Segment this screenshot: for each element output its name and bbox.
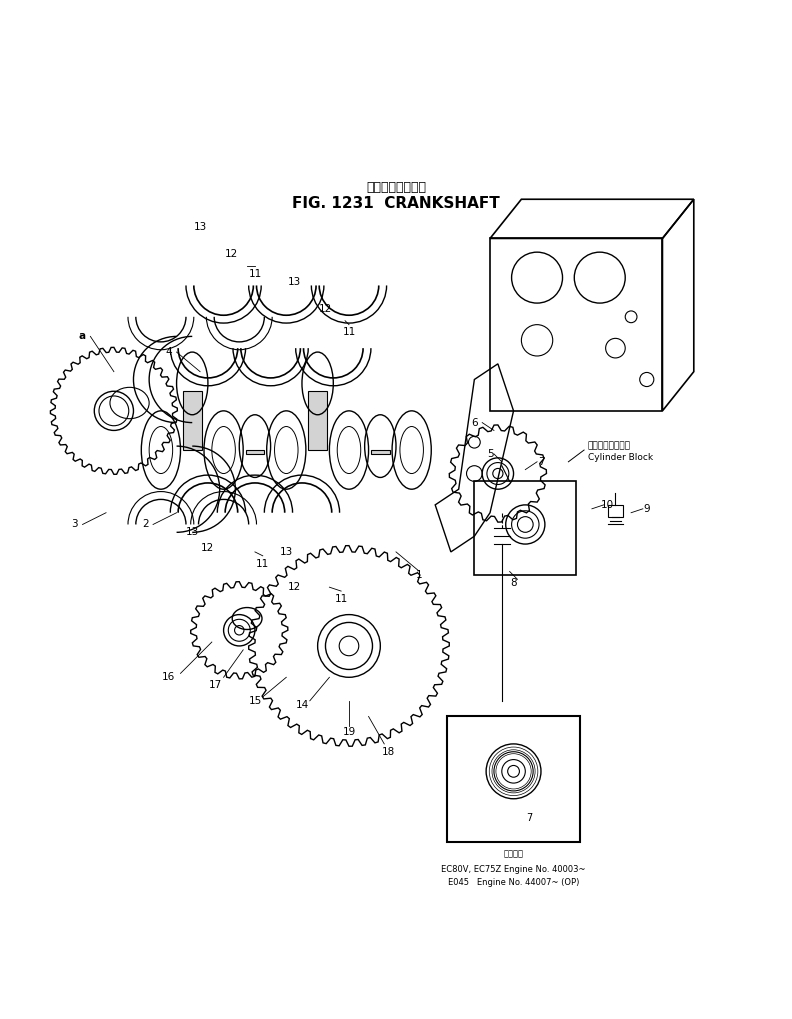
Bar [474, 481, 577, 576]
Text: 11: 11 [249, 269, 261, 279]
Text: a: a [79, 331, 86, 341]
Text: 9: 9 [643, 503, 650, 514]
Text: 7: 7 [526, 813, 532, 823]
Text: Cylinder Block: Cylinder Block [588, 453, 653, 463]
Text: 11: 11 [256, 558, 269, 569]
Text: FIG. 1231  CRANKSHAFT: FIG. 1231 CRANKSHAFT [292, 196, 500, 211]
Text: 15: 15 [249, 696, 261, 706]
Text: 13: 13 [185, 527, 199, 537]
Text: E045   Engine No. 44007~ (OP): E045 Engine No. 44007~ (OP) [447, 878, 579, 888]
Text: 11: 11 [342, 327, 356, 337]
Text: 10: 10 [601, 500, 614, 510]
Text: 5: 5 [487, 449, 493, 459]
Text: シリンダブロック: シリンダブロック [588, 441, 631, 450]
Text: 3: 3 [71, 520, 78, 530]
Polygon shape [308, 391, 327, 450]
Text: EC80V, EC75Z Engine No. 40003~: EC80V, EC75Z Engine No. 40003~ [441, 865, 586, 873]
Text: 6: 6 [471, 418, 478, 428]
Polygon shape [183, 391, 202, 450]
Polygon shape [371, 450, 390, 453]
Text: 2: 2 [142, 520, 149, 530]
Polygon shape [246, 450, 265, 453]
Text: 13: 13 [280, 547, 293, 557]
Text: 4: 4 [166, 347, 172, 357]
Text: 13: 13 [193, 222, 207, 231]
Text: 12: 12 [225, 249, 238, 259]
Text: 7: 7 [538, 457, 544, 467]
Text: 11: 11 [334, 594, 348, 604]
Text: 12: 12 [287, 582, 301, 592]
Text: 14: 14 [295, 700, 309, 709]
Text: クランクシャフト: クランクシャフト [366, 181, 426, 194]
Text: 12: 12 [319, 304, 332, 314]
Text: 18: 18 [382, 747, 394, 757]
Text: 8: 8 [510, 578, 517, 588]
Text: 12: 12 [201, 543, 215, 553]
Text: 適用号機: 適用号機 [504, 849, 524, 858]
Text: 13: 13 [287, 276, 301, 286]
Text: 1: 1 [417, 571, 423, 581]
Text: 17: 17 [209, 680, 223, 690]
Text: 19: 19 [342, 728, 356, 737]
Bar [447, 716, 581, 842]
Text: 16: 16 [162, 673, 175, 683]
